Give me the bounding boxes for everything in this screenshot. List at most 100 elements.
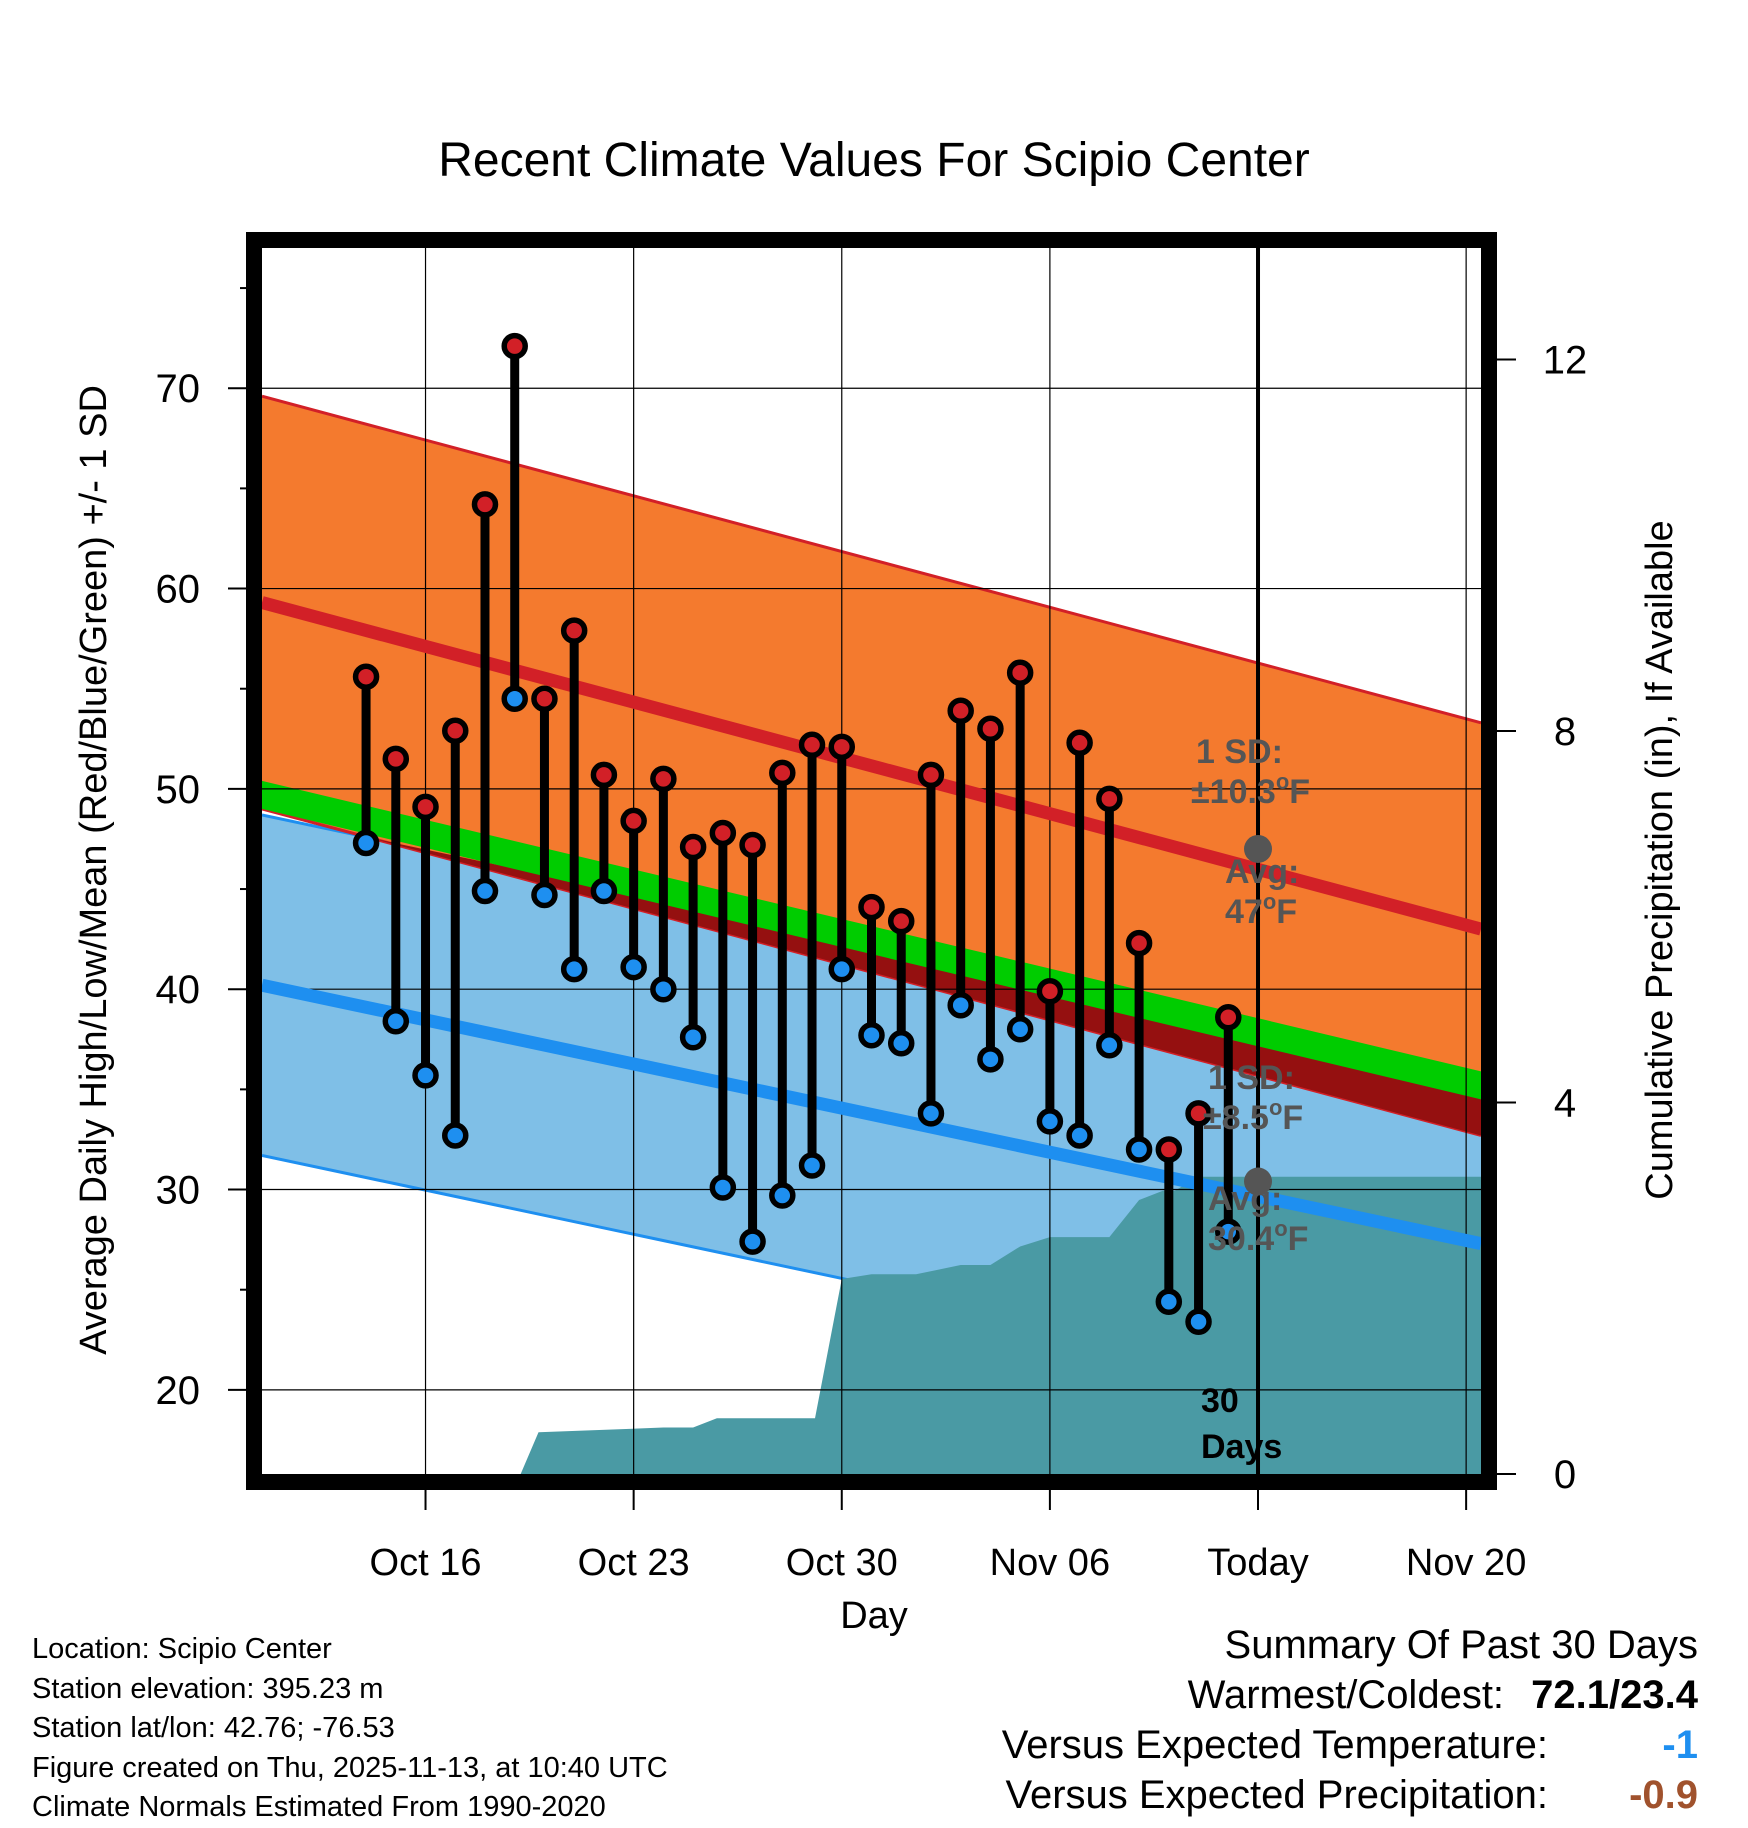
normal-high-line: [262, 596, 1481, 936]
y2-tick-label: 0: [1554, 1453, 1576, 1497]
daily-low-marker: [1036, 1108, 1064, 1135]
low-sd-label: 1 SD:: [1208, 1059, 1295, 1097]
daily-low-marker: [501, 685, 528, 712]
daily-high-marker: [1096, 785, 1123, 813]
warm-cold-label: Warmest/Coldest:: [1187, 1673, 1505, 1717]
x-tick-label: Oct 30: [786, 1542, 898, 1584]
high-sd-value: ±10.3oF: [1191, 769, 1310, 811]
versus-temp-label: Versus Expected Temperature:: [1001, 1723, 1548, 1767]
daily-low-marker: [352, 829, 380, 857]
y-tick-label: 60: [156, 568, 201, 612]
daily-high-marker: [679, 833, 707, 861]
y-tick-label: 40: [156, 968, 201, 1012]
created-text: Figure created on Thu, 2025-11-13, at 10…: [32, 1751, 668, 1784]
daily-low-marker: [1096, 1032, 1123, 1059]
window-label-number: 30: [1201, 1382, 1239, 1420]
daily-high-marker: [1125, 929, 1153, 957]
versus-precip-row: Versus Expected Precipitation: -0.9: [1002, 1770, 1698, 1820]
x-tick-label: Today: [1207, 1542, 1308, 1584]
daily-high-marker: [858, 893, 885, 921]
high-avg-value: 47oF: [1225, 889, 1297, 931]
daily-high-marker: [382, 745, 410, 773]
daily-high-marker: [352, 663, 380, 690]
daily-high-marker: [1185, 1100, 1212, 1127]
daily-high-marker: [709, 819, 737, 847]
daily-high-marker: [1155, 1136, 1183, 1163]
y-tick-label: 30: [156, 1169, 201, 1213]
daily-low-marker: [917, 1100, 945, 1127]
daily-low-marker: [709, 1174, 737, 1201]
annotations: 1 SD: ±10.3oF Avg: 47oF 1 SD: ±8.5oF Avg…: [1191, 733, 1310, 1466]
warm-cold-row: Warmest/Coldest: 72.1/23.4: [1002, 1670, 1698, 1720]
daily-high-marker: [442, 717, 469, 745]
daily-low-marker: [887, 1030, 915, 1057]
daily-high-marker: [887, 907, 915, 935]
x-tick-label: Oct 23: [578, 1542, 690, 1584]
daily-low-marker: [977, 1046, 1004, 1073]
station-info: Location: Scipio Center Station elevatio…: [32, 1630, 668, 1828]
daily-low-marker: [1125, 1136, 1153, 1163]
daily-low-marker: [1155, 1288, 1183, 1315]
x-tick-label: Nov 20: [1406, 1542, 1526, 1584]
daily-low-marker: [1185, 1308, 1212, 1336]
average-markers: [1244, 834, 1273, 1196]
daily-high-marker: [590, 761, 618, 789]
low-avg-value: 30.4oF: [1208, 1216, 1308, 1258]
daily-high-marker: [1066, 729, 1093, 757]
plot-frame: [246, 232, 1497, 1490]
daily-low-marker: [1066, 1122, 1093, 1149]
daily-high-marker: [560, 617, 588, 644]
daily-high-marker: [531, 685, 558, 712]
high-avg-label: Avg:: [1225, 853, 1299, 891]
y2-tick-label: 12: [1543, 338, 1588, 382]
y-axis-label: Average Daily High/Low/Mean (Red/Blue/Gr…: [73, 385, 115, 1355]
daily-high-marker: [650, 765, 677, 793]
x-tick-label: Oct 16: [370, 1542, 482, 1584]
daily-high-marker: [828, 733, 856, 761]
daily-low-marker: [412, 1062, 439, 1089]
normals-text: Climate Normals Estimated From 1990-2020: [32, 1791, 606, 1823]
daily-low-marker: [531, 881, 558, 909]
daily-low-marker: [858, 1022, 885, 1049]
high-sd-label: 1 SD:: [1196, 733, 1283, 771]
warm-cold-value: 72.1/23.4: [1531, 1673, 1698, 1717]
normal-lines: [262, 596, 1481, 1250]
daily-high-marker: [947, 697, 974, 725]
daily-low-marker: [769, 1182, 796, 1209]
daily-low-marker: [382, 1008, 410, 1035]
latlon-text: Station lat/lon: 42.76; -76.53: [32, 1712, 395, 1744]
versus-precip-value: -0.9: [1629, 1773, 1698, 1817]
low-average-dot: [1244, 1167, 1273, 1196]
versus-temp-row: Versus Expected Temperature: -1: [1002, 1720, 1698, 1770]
daily-high-marker: [620, 807, 647, 835]
window-label-days: Days: [1201, 1428, 1282, 1466]
overlap-band: [369, 837, 1481, 1136]
high-sd-band-upper-edge: [262, 394, 1481, 725]
daily-high-marker: [471, 491, 499, 518]
daily-low-marker: [1006, 1016, 1034, 1043]
daily-high-marker: [977, 715, 1004, 743]
y2-tick-label: 8: [1554, 710, 1576, 754]
low-avg-label: Avg:: [1208, 1180, 1282, 1218]
location-text: Location: Scipio Center: [32, 1633, 332, 1665]
daily-low-marker: [471, 877, 499, 905]
summary-panel: Summary Of Past 30 Days Warmest/Coldest:…: [1002, 1620, 1698, 1820]
chart-title: Recent Climate Values For Scipio Center: [438, 134, 1309, 187]
y-tick-label: 70: [156, 367, 201, 411]
low-sd-value: ±8.5oF: [1203, 1095, 1303, 1137]
daily-low-marker: [947, 991, 974, 1019]
daily-low-marker: [620, 953, 647, 981]
daily-low-marker: [828, 955, 856, 983]
daily-low-marker: [798, 1152, 826, 1179]
daily-low-marker: [1215, 1218, 1242, 1245]
y-tick-label: 20: [156, 1369, 201, 1413]
precip-area: [262, 1176, 1481, 1474]
daily-high-marker: [1036, 977, 1064, 1005]
daily-low-marker: [590, 877, 618, 905]
daily-low-marker: [560, 955, 588, 983]
daily-high-marker: [412, 793, 439, 821]
daily-high-marker: [917, 761, 945, 789]
elevation-text: Station elevation: 395.23 m: [32, 1672, 384, 1705]
y2-tick-label: 4: [1554, 1081, 1576, 1125]
